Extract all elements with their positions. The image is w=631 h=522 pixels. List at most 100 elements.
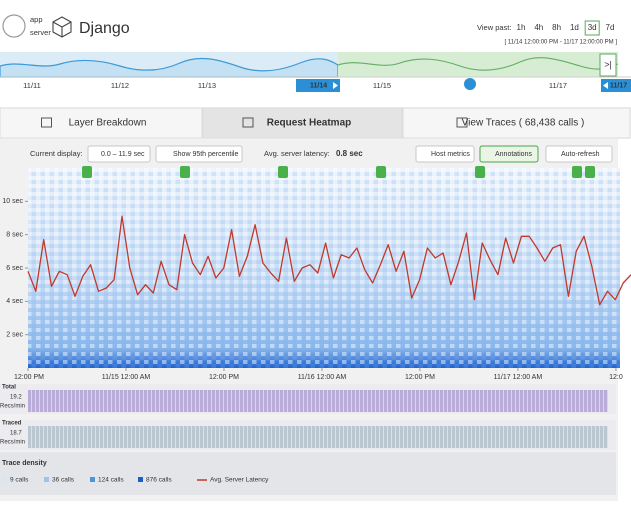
density-value: 19.2 — [10, 395, 22, 401]
pan-handle[interactable] — [464, 78, 476, 90]
timeline-wave — [0, 57, 339, 78]
start-tag[interactable] — [296, 79, 340, 92]
legend-swatch — [138, 477, 143, 482]
end-tag-label: 11/17 — [610, 82, 627, 89]
range-option[interactable]: 7d — [606, 23, 615, 32]
timeline-selection-wave — [337, 57, 619, 71]
x-tick-label: 12:0 — [609, 374, 623, 381]
legend-label: 124 calls — [98, 477, 124, 484]
legend-label: 36 calls — [52, 477, 75, 484]
annotation-marker[interactable] — [585, 166, 595, 178]
toolbar-button[interactable] — [415, 145, 475, 163]
tab-label: View Traces ( 68,438 calls ) — [462, 118, 585, 129]
display-range-button[interactable] — [87, 145, 151, 163]
x-tick-label: 11/15 12:00 AM — [102, 374, 151, 381]
annotation-marker[interactable] — [82, 166, 92, 178]
y-tick-label: 8 sec — [6, 232, 23, 239]
app-icon — [2, 14, 26, 38]
density-bar-stripes — [28, 426, 608, 448]
annotation-marker[interactable] — [180, 166, 190, 178]
x-tick-label: 12:00 PM — [14, 374, 44, 381]
start-tag-label: 11/14 — [310, 82, 327, 89]
tab-label: Layer Breakdown — [69, 118, 147, 129]
timeline-labels: 11/11 11/12 11/13 11/15 11/17 — [23, 81, 567, 90]
x-tick-label: 12:00 PM — [405, 374, 435, 381]
toolbar-button-label: Host metrics — [431, 151, 470, 158]
percentile-label: Show 95th percentile — [173, 151, 238, 158]
annotation-marker[interactable] — [376, 166, 386, 178]
y-tick-label: 2 sec — [6, 332, 23, 339]
app-title: Django — [79, 20, 130, 37]
y-tick-label: 10 sec — [2, 198, 23, 205]
view-past-label: View past: — [477, 23, 511, 32]
heatmap-chart: 2 sec 4 sec 6 sec 8 sec 10 sec 12:00 PM 11/15 … — [2, 198, 631, 381]
range-text: [ 11/14 12:00:00 PM - 11/17 12:00:00 PM … — [504, 40, 617, 46]
tab-label: Request Heatmap — [267, 118, 351, 129]
latency-label: Avg. server latency: — [264, 149, 330, 158]
range-option[interactable]: 3d — [588, 23, 597, 32]
latency-line — [27, 215, 631, 306]
timeline-date: 11/13 — [198, 81, 216, 90]
start-tag-arrow — [333, 82, 338, 89]
y-tick-label: 6 sec — [6, 265, 23, 272]
tab[interactable] — [402, 107, 631, 139]
timeline-date: 11/15 — [373, 81, 391, 90]
range-option[interactable]: 1d — [570, 23, 579, 32]
density-title: Traced — [2, 421, 22, 427]
range-options: 1h 4h 8h 1d 3d 7d — [517, 20, 615, 36]
selection-handle[interactable] — [599, 53, 617, 77]
range-option[interactable]: 4h — [534, 23, 543, 32]
legend: 9 calls 36 calls 124 calls 876 calls Avg. Se… — [2, 477, 269, 484]
percentile-button[interactable] — [155, 145, 243, 163]
timeline-date: 11/17 — [549, 81, 567, 90]
display-range: 0.0 – 11.9 sec — [101, 151, 145, 158]
range-option[interactable]: 8h — [552, 23, 561, 32]
density-value: 18.7 — [10, 431, 22, 437]
x-tick-label: 11/17 12:00 AM — [494, 374, 543, 381]
tab-icon — [242, 117, 254, 128]
annotation-markers — [82, 166, 595, 178]
density-title: Total — [2, 385, 16, 391]
legend-swatch — [2, 477, 7, 482]
legend-swatch — [90, 477, 95, 482]
current-display-label: Current display: — [30, 149, 83, 158]
range-selected-box[interactable] — [584, 20, 600, 36]
tabs: Layer Breakdown Request Heatmap View Trace… — [0, 107, 631, 139]
latency-value: 0.8 sec — [336, 149, 363, 158]
toolbar-button[interactable] — [479, 145, 539, 163]
server-label: server — [30, 28, 51, 37]
x-tick-label: 11/16 12:00 AM — [298, 374, 347, 381]
app-label: app — [30, 15, 43, 24]
toolbar-button-label: Auto-refresh — [561, 151, 600, 158]
x-tick-label: 12:00 PM — [209, 374, 239, 381]
legend-box — [0, 452, 616, 495]
timeline-date: 11/12 — [111, 81, 129, 90]
legend-label: 876 calls — [146, 477, 172, 484]
tab[interactable] — [202, 107, 403, 139]
heatmap-cells — [28, 168, 620, 368]
density-panels: Total 19.2 Recs/min Traced 18.7 Recs/min — [0, 384, 616, 450]
density-bar-stripes — [28, 390, 608, 412]
legend-title: Trace density — [2, 460, 47, 467]
y-tick-label: 4 sec — [6, 298, 23, 305]
density-unit: Recs/min — [0, 404, 25, 410]
toolbar-button-label: Annotations — [495, 151, 532, 158]
annotation-marker[interactable] — [278, 166, 288, 178]
density-unit: Recs/min — [0, 440, 25, 446]
annotation-marker[interactable] — [572, 166, 582, 178]
handle-glyph: >| — [604, 59, 612, 69]
toolbar-button[interactable] — [545, 145, 613, 163]
timeline-selection — [338, 52, 618, 77]
annotation-marker[interactable] — [475, 166, 485, 178]
toolbar-buttons: Host metrics Annotations Auto-refresh — [415, 145, 613, 163]
legend-swatch — [44, 477, 49, 482]
range-option[interactable]: 1h — [517, 23, 526, 32]
end-tag[interactable] — [601, 79, 631, 92]
end-tag-arrow — [603, 82, 608, 89]
tab[interactable] — [0, 107, 203, 139]
header — [0, 0, 631, 50]
tab-icon — [41, 117, 52, 128]
legend-label: Avg. Server Latency — [210, 477, 269, 484]
cube-icon — [52, 16, 72, 38]
